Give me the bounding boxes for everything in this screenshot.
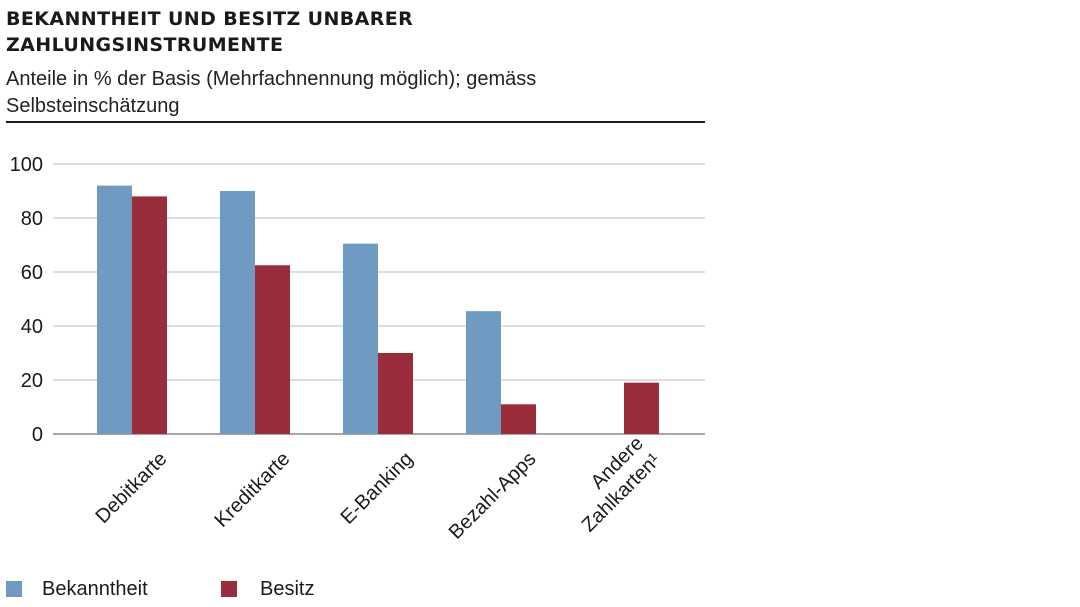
bar-bekanntheit <box>343 243 378 434</box>
x-tick-label: E-Banking <box>337 448 418 529</box>
chart-title-line-2: ZAHLUNGSINSTRUMENTE <box>6 34 284 56</box>
chart-subtitle-line-1: Anteile in % der Basis (Mehrfachnennung … <box>6 68 537 90</box>
legend-label-besitz: Besitz <box>260 578 315 600</box>
bar-besitz <box>501 404 536 434</box>
y-tick-label: 60 <box>21 262 43 284</box>
bar-besitz <box>378 353 413 434</box>
legend-swatch-besitz <box>221 581 237 597</box>
bar-bekanntheit <box>97 185 132 434</box>
y-tick-label: 20 <box>21 370 43 392</box>
x-tick-label: Kreditkarte <box>210 448 294 532</box>
x-tick-label: AndereZahlkarten¹ <box>561 432 665 536</box>
bar-bekanntheit <box>466 311 501 434</box>
y-tick-label: 0 <box>32 424 43 446</box>
bar-besitz <box>255 265 290 434</box>
y-tick-label: 80 <box>21 208 43 230</box>
chart-subtitle-line-2: Selbsteinschätzung <box>6 95 180 117</box>
title-divider <box>6 121 705 123</box>
legend-swatch-bekanntheit <box>6 581 22 597</box>
y-tick-label: 100 <box>10 154 43 176</box>
chart-title-line-1: BEKANNTHEIT UND BESITZ UNBARER <box>6 8 414 30</box>
x-tick-label: Bezahl-Apps <box>445 448 541 544</box>
bar-besitz <box>132 196 167 434</box>
chart-title: BEKANNTHEIT UND BESITZ UNBARER ZAHLUNGSI… <box>6 6 706 58</box>
x-tick-label: Debitkarte <box>91 448 171 528</box>
chart-subtitle: Anteile in % der Basis (Mehrfachnennung … <box>6 66 706 120</box>
bar-besitz <box>624 382 659 434</box>
legend-label-bekanntheit: Bekanntheit <box>42 578 148 600</box>
bar-bekanntheit <box>220 191 255 434</box>
y-tick-label: 40 <box>21 316 43 338</box>
